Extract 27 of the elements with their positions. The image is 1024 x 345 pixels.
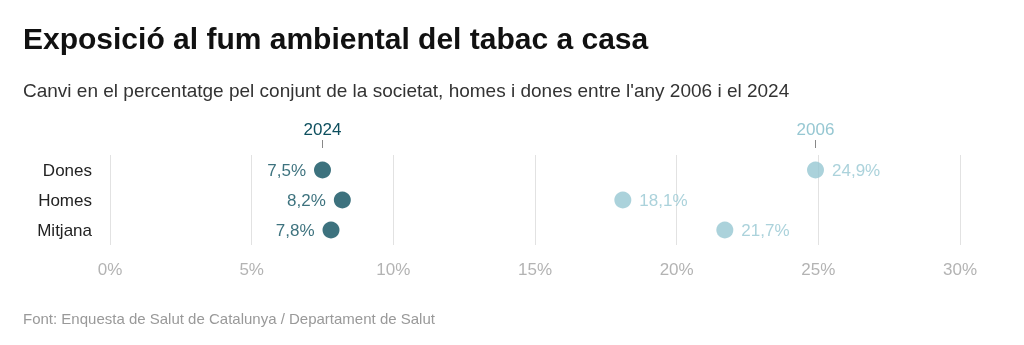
- x-tick-label: 5%: [239, 260, 264, 279]
- y-tick-label: Dones: [42, 160, 92, 180]
- data-label: 8,2%: [287, 190, 326, 210]
- point: [807, 161, 824, 179]
- x-tick-label: 10%: [376, 260, 411, 279]
- point: [333, 191, 351, 209]
- x-tick-label: 15%: [517, 260, 553, 279]
- chart-title: Exposició al fum ambiental del tabac a casa: [23, 21, 649, 55]
- point: [614, 191, 632, 209]
- x-tick-label: 20%: [659, 260, 694, 279]
- y-tick-label: Homes: [38, 190, 92, 210]
- point: [322, 221, 340, 239]
- data-label: 7,8%: [275, 220, 315, 240]
- data-label: 7,5%: [267, 160, 306, 180]
- x-tick-label: 0%: [97, 260, 123, 279]
- data-label: 21,7%: [741, 220, 790, 240]
- text: Font: Enquesta de Salut de Catalunya / Departament de Salut: [23, 310, 436, 327]
- x-tick-label: 25%: [801, 260, 836, 279]
- point: [314, 161, 331, 179]
- y-tick-label: Mitjana: [37, 220, 93, 240]
- x-tick-label: 30%: [942, 260, 978, 279]
- series-label: 2006: [796, 120, 835, 139]
- chart-subtitle: Canvi en el percentatge pel conjunt de la societat, homes i dones entre l'any 2006 i el 2024: [23, 80, 790, 101]
- data-label: 24,9%: [832, 160, 881, 180]
- point: [716, 221, 734, 239]
- series-label: 2024: [303, 120, 342, 139]
- data-label: 18,1%: [639, 190, 688, 210]
